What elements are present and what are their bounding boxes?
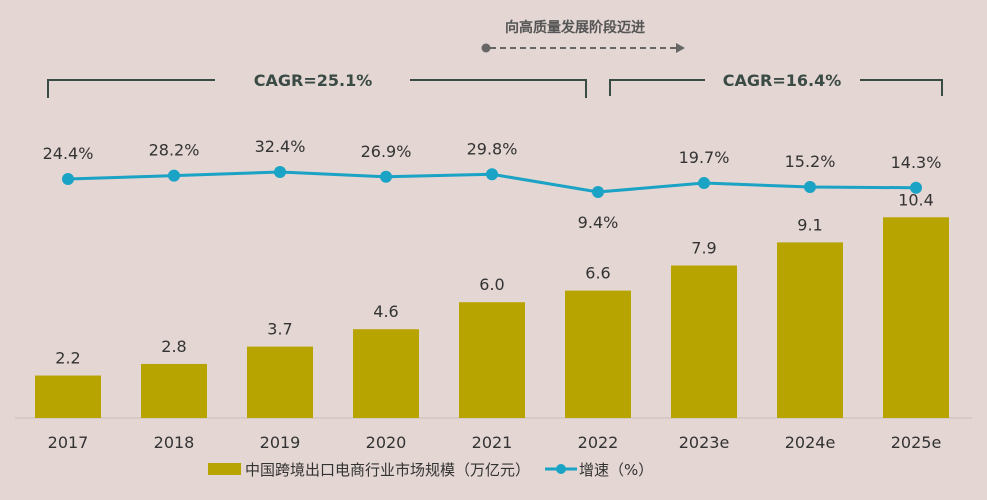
bar-2025e (883, 217, 949, 418)
growth-point-2024e (804, 180, 816, 193)
bar-label-2022: 6.6 (585, 264, 610, 283)
bars: 2.2 2.8 3.7 4.6 6.0 6.6 7.9 9.1 10.4 (35, 190, 949, 418)
growth-point-2021 (486, 168, 498, 181)
cagr-left: CAGR=25.1% (254, 71, 373, 90)
growth-point-2020 (380, 170, 392, 183)
growth-point-2025e (910, 181, 922, 194)
cagr-right-bracket-right (860, 79, 943, 96)
x-tick-2024e: 2024e (785, 433, 836, 452)
x-tick-2018: 2018 (154, 433, 195, 452)
bar-label-2023e: 7.9 (691, 239, 716, 258)
cagr-right: CAGR=16.4% (723, 71, 842, 90)
x-tick-2019: 2019 (260, 433, 301, 452)
growth-label-2023e: 19.7% (679, 148, 730, 167)
growth-label-2019: 32.4% (255, 137, 306, 156)
stage-arrow-head (676, 43, 685, 53)
bar-label-2017: 2.2 (55, 349, 80, 368)
legend: 中国跨境出口电商行业市场规模（万亿元） 增速（%） (208, 461, 653, 479)
growth-point-2022 (592, 186, 604, 199)
x-tick-2022: 2022 (578, 433, 619, 452)
x-tick-2023e: 2023e (679, 433, 730, 452)
bar-2023e (671, 265, 737, 418)
cagr-left-bracket-right (410, 79, 587, 98)
growth-label-2020: 26.9% (361, 142, 412, 161)
bar-label-2020: 4.6 (373, 302, 398, 321)
growth-point-2018 (168, 169, 180, 182)
growth-label-2018: 28.2% (149, 141, 200, 160)
growth-line: 24.4% 28.2% 32.4% 26.9% 29.8% 9.4% 19.7% 15.2% 1… (43, 137, 942, 232)
growth-label-2024e: 15.2% (785, 152, 836, 171)
bar-label-2019: 3.7 (267, 320, 292, 339)
cagr-right-bracket-left (609, 79, 705, 96)
growth-point-2017 (62, 172, 74, 185)
bar-2024e (777, 242, 843, 418)
growth-label-2017: 24.4% (43, 144, 94, 163)
bar-2018 (141, 363, 207, 418)
bar-label-2018: 2.8 (161, 337, 186, 356)
growth-label-2022: 9.4% (578, 213, 619, 232)
growth-point-2019 (274, 166, 286, 179)
bar-2022 (565, 290, 631, 418)
bar-label-2024e: 9.1 (797, 215, 822, 234)
bar-label-2021: 6.0 (479, 275, 504, 294)
stage-arrow-start (481, 43, 491, 53)
x-tick-2025e: 2025e (891, 433, 942, 452)
legend-line-marker (556, 464, 566, 474)
x-tick-2020: 2020 (366, 433, 407, 452)
bar-2019 (247, 346, 313, 418)
growth-point-2023e (698, 177, 710, 190)
legend-bar-label: 中国跨境出口电商行业市场规模（万亿元） (245, 461, 530, 479)
stage-annotation: 向高质量发展阶段迈进 (505, 19, 645, 36)
cagr-left-bracket-left (47, 79, 215, 98)
legend-line-label: 增速（%） (579, 461, 653, 479)
bar-2021 (459, 302, 525, 418)
growth-label-2021: 29.8% (467, 139, 518, 158)
growth-label-2025e: 14.3% (891, 153, 942, 172)
legend-bar-swatch (208, 463, 241, 475)
x-tick-2017: 2017 (48, 433, 89, 452)
bar-label-2025e: 10.4 (898, 190, 934, 209)
x-ticks: 2017 2018 2019 2020 2021 2022 2023e 2024e 2025e (48, 433, 942, 452)
bar-2017 (35, 375, 101, 418)
bar-2020 (353, 329, 419, 418)
x-tick-2021: 2021 (472, 433, 513, 452)
annotations: 向高质量发展阶段迈进 CAGR=25.1% CAGR=16.4% (47, 19, 943, 98)
